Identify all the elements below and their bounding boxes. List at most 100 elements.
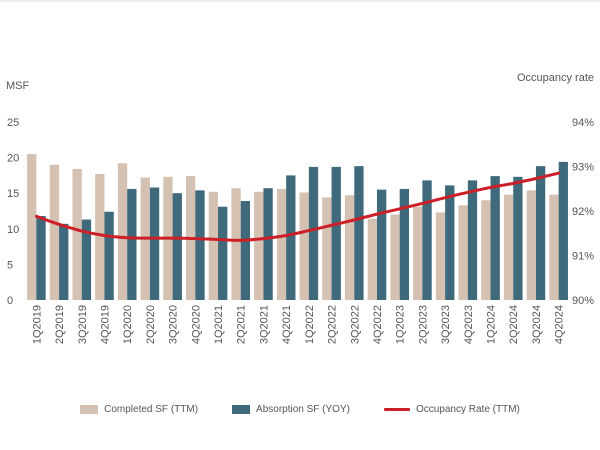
x-tick-label: 1Q2021 (213, 305, 225, 344)
bar-completed (95, 173, 105, 300)
bar-completed (27, 154, 37, 300)
bar-completed (322, 197, 332, 300)
bar-completed (117, 163, 128, 300)
x-tick-label: 1Q2023 (395, 305, 407, 344)
bar-completed (458, 205, 468, 300)
left-tick-label: 0 (7, 295, 13, 307)
bar-completed (344, 195, 355, 300)
bar-absorption (513, 176, 523, 300)
bar-completed (231, 188, 241, 300)
bar-absorption (445, 185, 455, 300)
left-tick-label: 10 (7, 224, 19, 236)
x-tick-label: 2Q2021 (236, 305, 248, 344)
legend: Completed SF (TTM) Absorption SF (YOY) O… (0, 400, 600, 418)
bar-completed (413, 206, 423, 300)
legend-label-absorption: Absorption SF (YOY) (256, 403, 350, 415)
bar-completed (72, 168, 82, 300)
left-tick-label: 20 (7, 153, 19, 165)
x-tick-label: 4Q2023 (463, 305, 475, 344)
x-tick-label: 3Q2022 (349, 305, 361, 344)
bar-completed (208, 191, 219, 300)
x-tick-label: 4Q2022 (372, 305, 384, 344)
x-tick-label: 2Q2023 (417, 305, 429, 344)
bar-series (27, 154, 568, 300)
bar-absorption (286, 175, 296, 300)
x-tick-label: 2Q2020 (145, 305, 157, 344)
left-tick-label: 15 (7, 188, 19, 200)
left-axis-ticks: 0 5 10 15 20 25 (7, 117, 19, 307)
bar-absorption (172, 193, 182, 300)
right-tick-label: 94% (572, 117, 594, 129)
bar-completed (390, 214, 400, 300)
right-tick-label: 90% (572, 295, 594, 307)
x-tick-label: 1Q2020 (122, 305, 134, 344)
x-tick-label: 3Q2019 (77, 305, 89, 344)
x-tick-label: 3Q2021 (258, 305, 270, 344)
right-axis-title: Occupancy rate (517, 72, 594, 84)
x-axis-labels: 1Q2019 2Q2019 3Q2019 4Q2019 1Q2020 2Q2020 3Q20… (31, 305, 565, 344)
bar-absorption (535, 166, 546, 300)
bar-absorption (240, 201, 251, 300)
x-tick-label: 2Q2019 (54, 305, 66, 344)
bar-absorption (59, 223, 69, 300)
bar-absorption (422, 180, 432, 300)
x-tick-label: 4Q2019 (99, 305, 111, 344)
x-tick-label: 4Q2020 (190, 305, 202, 344)
right-tick-label: 92% (572, 206, 594, 218)
bar-completed (254, 191, 264, 300)
x-tick-label: 2Q2022 (327, 305, 339, 344)
x-tick-label: 4Q2024 (554, 305, 566, 344)
occupancy-line (34, 171, 561, 242)
bar-completed (49, 164, 60, 300)
bar-absorption (308, 166, 319, 300)
right-tick-label: 91% (572, 251, 594, 263)
bar-completed (526, 190, 536, 300)
x-tick-label: 1Q2024 (486, 305, 498, 344)
legend-label-occupancy: Occupancy Rate (TTM) (415, 403, 520, 415)
x-tick-label: 4Q2021 (281, 305, 293, 344)
bar-absorption (104, 211, 114, 300)
x-tick-label: 1Q2022 (304, 305, 316, 344)
bar-absorption (81, 219, 92, 300)
x-tick-label: 1Q2019 (31, 305, 43, 344)
bar-absorption (218, 206, 228, 300)
left-tick-label: 25 (7, 117, 19, 129)
bar-absorption (354, 166, 364, 300)
legend-swatch-absorption (232, 404, 251, 414)
bar-absorption (558, 161, 568, 300)
bar-absorption (376, 189, 387, 300)
x-tick-label: 3Q2020 (168, 305, 180, 344)
left-axis-title: MSF (6, 80, 30, 92)
legend-item-absorption: Absorption SF (YOY) (232, 404, 350, 415)
legend-item-occupancy: Occupancy Rate (TTM) (383, 403, 520, 415)
left-tick-label: 5 (7, 259, 13, 271)
top-border (0, 0, 600, 2)
bar-completed (276, 188, 287, 300)
bar-completed (503, 194, 514, 300)
legend-swatch-completed (80, 404, 99, 414)
bar-absorption (490, 176, 500, 300)
bar-absorption (127, 188, 137, 300)
bar-completed (299, 192, 309, 300)
x-tick-label: 2Q2024 (508, 305, 520, 344)
right-axis-ticks: 90% 91% 92% 93% 94% (572, 117, 594, 307)
bar-completed (367, 218, 377, 300)
legend-item-completed: Completed SF (TTM) (80, 404, 198, 415)
right-tick-label: 93% (572, 162, 594, 174)
x-tick-label: 3Q2024 (531, 305, 543, 344)
bar-absorption (149, 187, 160, 300)
bar-absorption (399, 188, 409, 300)
occupancy-rate-line (34, 171, 561, 242)
x-tick-label: 3Q2023 (440, 305, 452, 344)
bar-absorption (467, 180, 478, 300)
legend-label-completed: Completed SF (TTM) (104, 403, 199, 415)
bar-completed (435, 212, 446, 300)
bar-absorption (36, 215, 46, 300)
bar-completed (549, 194, 559, 300)
bar-completed (481, 200, 491, 300)
bar-absorption (263, 188, 273, 300)
legend-swatch-occupancy (383, 407, 410, 411)
bar-absorption (195, 190, 205, 300)
bar-absorption (331, 166, 341, 300)
